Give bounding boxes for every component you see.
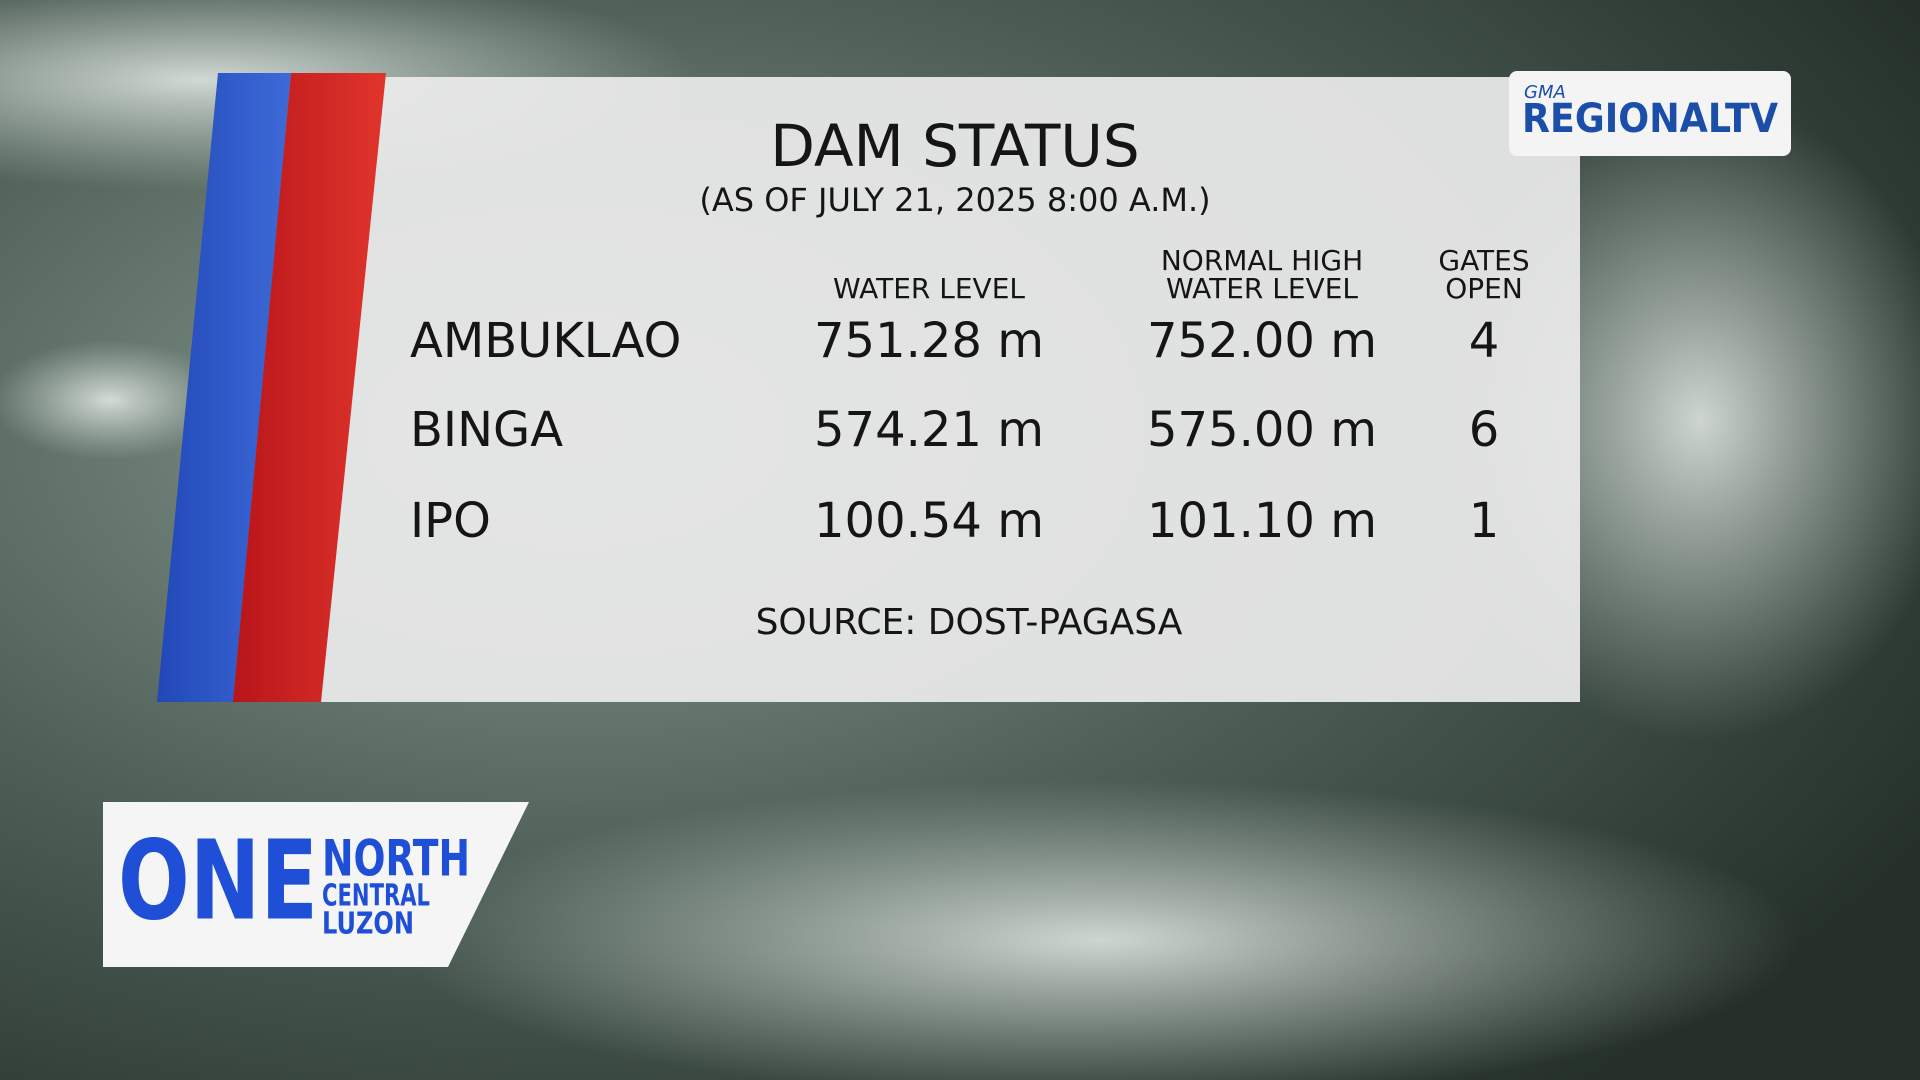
table-cell: 751.28 m: [814, 313, 1044, 369]
table-cell: 574.21 m: [814, 402, 1044, 458]
column-header: NORMAL HIGH: [1161, 244, 1363, 277]
title: DAM STATUS: [770, 112, 1139, 180]
red-stripe: [233, 73, 386, 702]
dam-name: IPO: [410, 493, 491, 549]
blue-stripe: [157, 73, 291, 702]
column-header: WATER LEVEL: [833, 272, 1025, 305]
column-header: GATES: [1438, 244, 1529, 277]
subtitle: (AS OF JULY 21, 2025 8:00 A.M.): [699, 181, 1210, 219]
program-logo: [103, 802, 529, 967]
table-cell: 101.10 m: [1147, 493, 1377, 549]
dam-name: BINGA: [410, 402, 563, 458]
network-logo-small: GMA: [1524, 82, 1566, 103]
table-cell: 752.00 m: [1147, 313, 1377, 369]
network-logo-main: REGIONALTV: [1522, 96, 1778, 142]
table-cell: 100.54 m: [814, 493, 1044, 549]
program-logo-line: NORTH: [322, 830, 470, 888]
column-header: OPEN: [1445, 272, 1523, 305]
table-cell: 575.00 m: [1147, 402, 1377, 458]
program-logo-line: LUZON: [322, 907, 414, 942]
info-panel: [318, 77, 1580, 702]
program-logo-line: CENTRAL: [322, 879, 430, 914]
source: SOURCE: DOST-PAGASA: [756, 602, 1183, 643]
network-logo: [1509, 71, 1791, 156]
table-cell: 6: [1469, 402, 1500, 458]
program-logo-big: ONE: [118, 816, 318, 944]
table-cell: 4: [1469, 313, 1500, 369]
dam-name: AMBUKLAO: [410, 313, 681, 369]
table-cell: 1: [1469, 493, 1500, 549]
column-header: WATER LEVEL: [1166, 272, 1358, 305]
